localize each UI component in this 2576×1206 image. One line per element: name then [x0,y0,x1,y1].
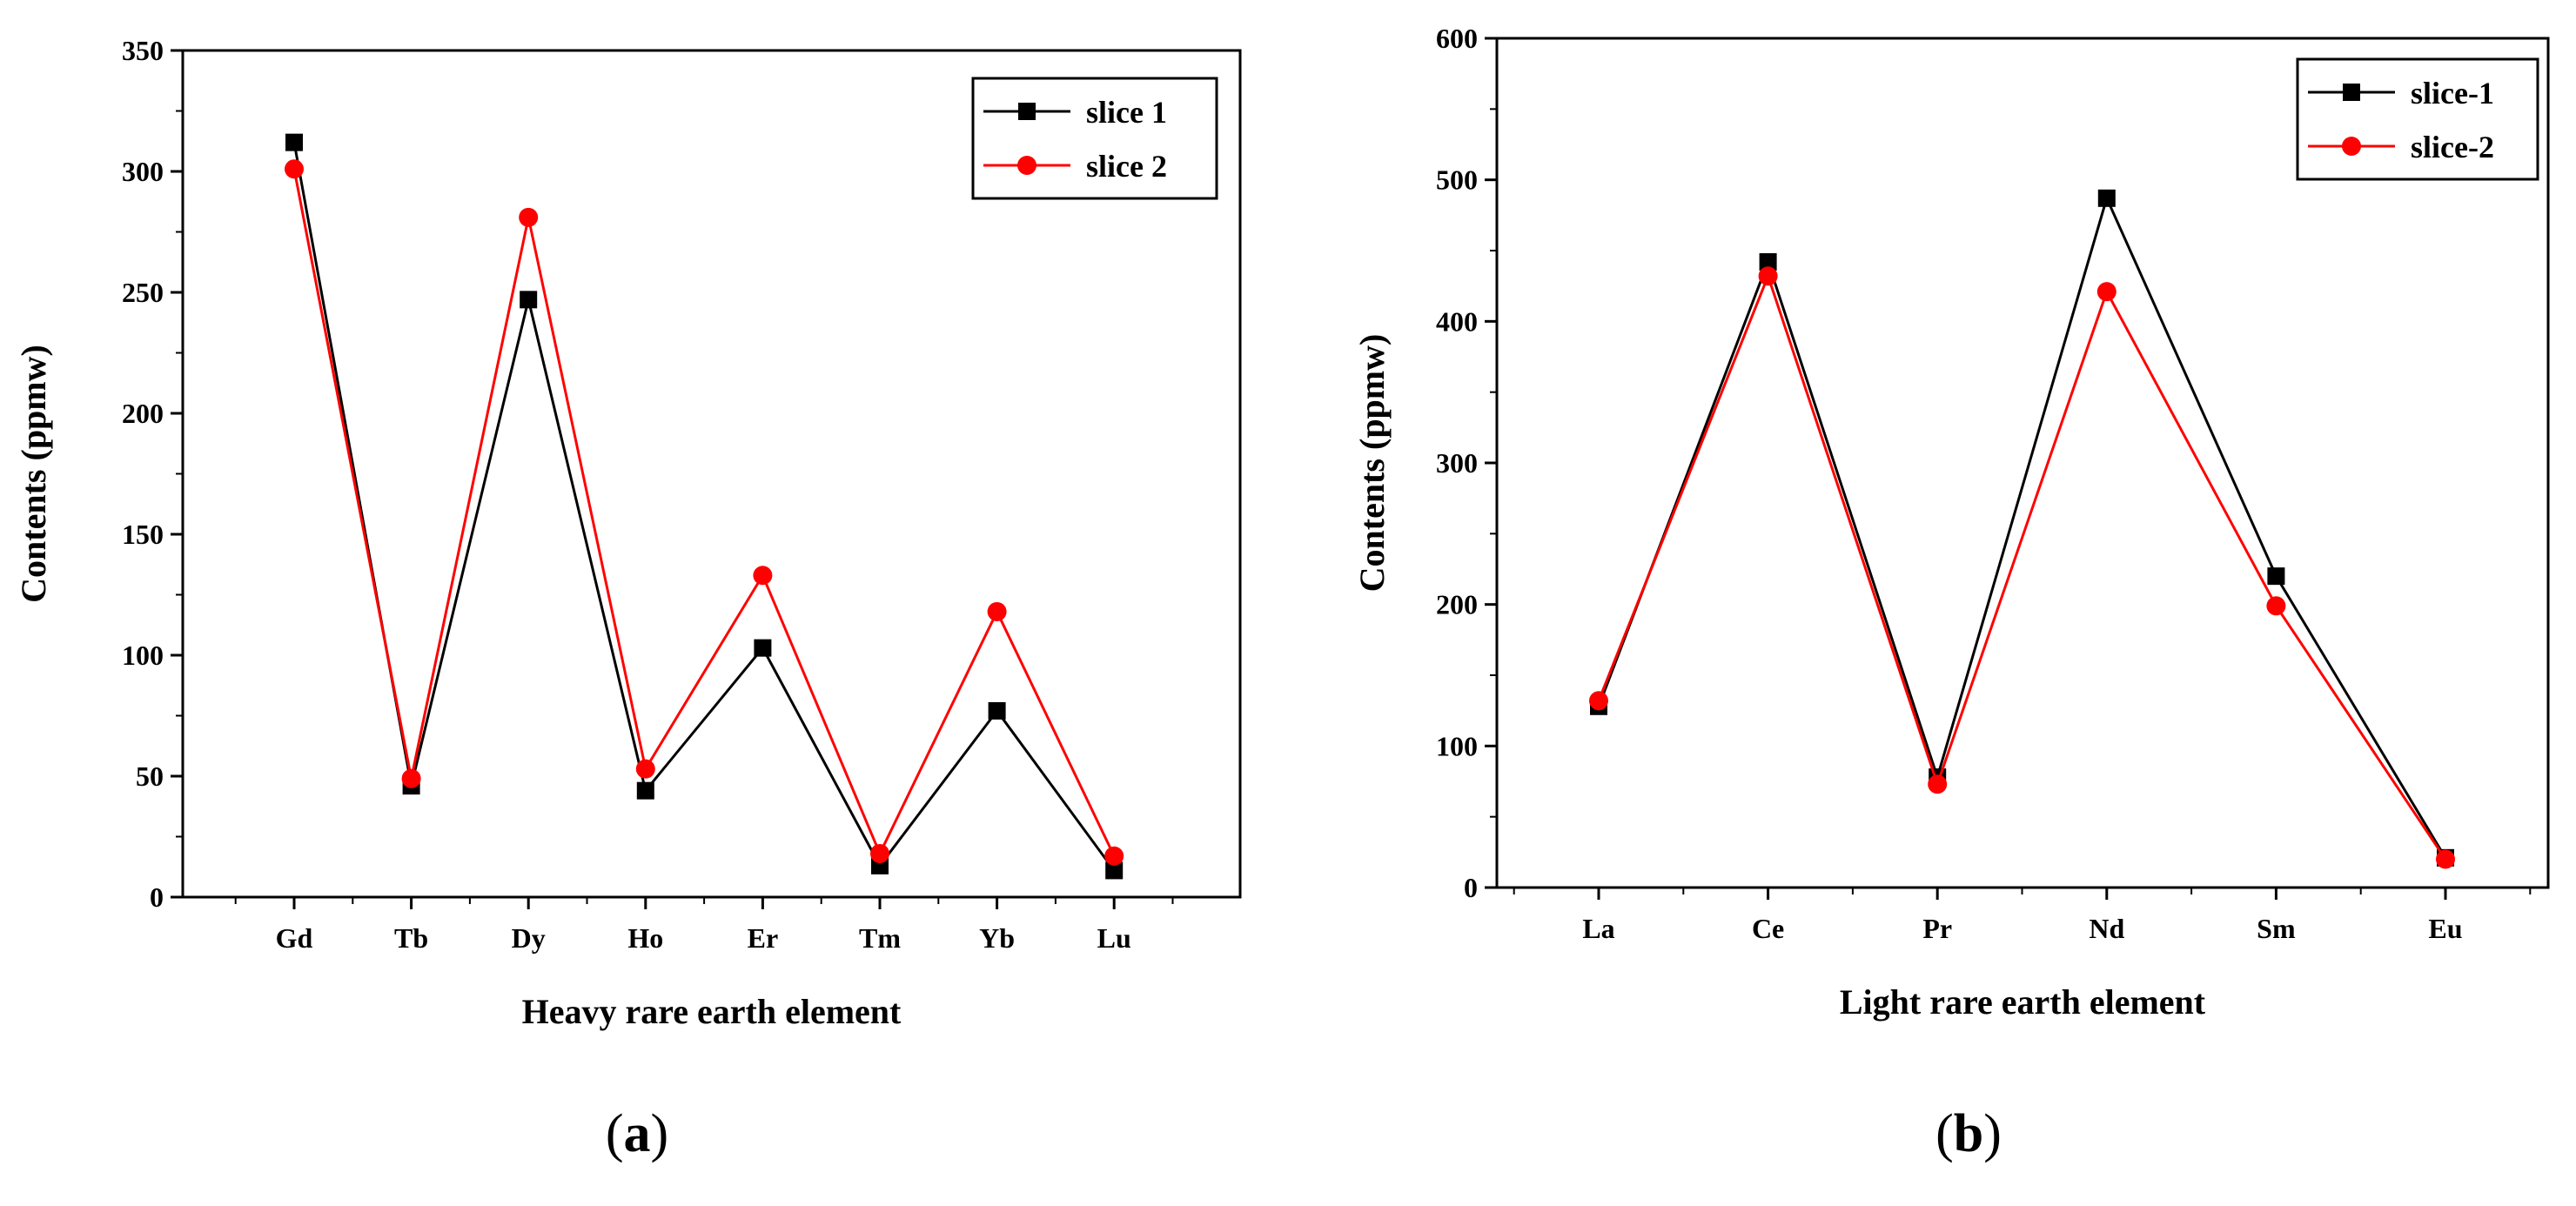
y-tick-label: 300 [1436,447,1478,479]
panel-caption: (b) [1935,1104,2002,1163]
data-point-circle [285,159,304,179]
x-tick-label: La [1582,913,1614,944]
y-tick-label: 500 [1436,164,1478,196]
series-line [1597,194,2447,859]
y-tick-label: 350 [122,35,164,66]
y-axis-title: Contents (ppmw) [14,345,53,603]
data-point-square [2267,567,2285,586]
series-slice-2 [1589,266,2455,869]
data-point-circle [1928,774,1948,794]
data-point-circle [401,768,421,788]
x-tick-label: Eu [2428,913,2462,944]
series-slice-1 [1590,189,2454,867]
y-tick-label: 200 [122,398,164,429]
legend-label: slice-2 [2411,130,2494,164]
chart-panel-a: 0 50 100 150 200 250 300 350 Gd Tb Dy Ho Er Tm Yb Lu Hea… [14,35,1242,1163]
x-tick-label: Ce [1752,913,1784,944]
y-tick-label: 300 [122,156,164,187]
x-tick-label: Lu [1097,922,1131,954]
y-tick-label: 100 [1436,730,1478,761]
series-slice-2 [285,159,1124,866]
x-tick-label: Tb [394,922,428,954]
caption-letter: a [624,1104,651,1163]
x-tick-label: Er [748,922,779,954]
data-point-square [754,639,772,657]
chart-panel-b: 0 100 200 300 400 500 600 La Ce Pr Nd Sm Eu Light rar… [1352,23,2550,1163]
legend-marker-circle [2342,137,2361,156]
x-tick-label: Gd [276,922,313,954]
data-point-square [636,781,654,800]
y-tick-label: 0 [1464,872,1478,903]
y-tick-label: 600 [1436,23,1478,54]
caption-letter: b [1954,1104,1983,1163]
legend-marker-square [1018,103,1036,120]
data-point-circle [519,207,539,227]
x-tick-label: Sm [2257,913,2296,944]
data-point-circle [870,843,889,863]
data-point-circle [1104,846,1124,866]
series-line [292,142,1116,872]
y-tick-label: 100 [122,640,164,671]
data-point-circle [2436,849,2455,869]
legend-marker-square [2343,84,2360,101]
data-point-square [285,133,303,151]
x-tick-label: Yb [979,922,1015,954]
y-tick-label: 400 [1436,305,1478,337]
caption-open-paren: ( [606,1104,624,1163]
legend-box [971,77,1218,200]
y-tick-label: 50 [136,760,164,792]
legend: slice 1 slice 2 [971,77,1218,200]
legend-box [2296,57,2539,181]
x-axis-title: Light rare earth element [1840,982,2206,1022]
x-tick-label: Pr [1922,913,1952,944]
panel-caption: (a) [606,1104,668,1163]
data-point-square [1105,861,1124,880]
y-tick-label: 200 [1436,589,1478,620]
data-point-circle [2096,282,2116,302]
caption-close-paren: ) [1983,1104,2002,1163]
caption-close-paren: ) [651,1104,669,1163]
legend-label: slice-1 [2411,76,2494,111]
data-point-square [988,701,1006,720]
data-point-square [1759,253,1777,271]
x-tick-label: Dy [512,922,546,954]
data-point-square [520,291,538,309]
data-point-circle [987,601,1007,621]
y-tick-label: 150 [122,519,164,550]
data-point-circle [635,759,655,779]
data-point-square [2097,189,2116,207]
x-tick-label: Tm [859,922,901,954]
legend-label: slice 1 [1086,95,1167,130]
x-axis-title: Heavy rare earth element [522,992,902,1031]
legend-label: slice 2 [1086,149,1167,184]
legend-marker-circle [1017,156,1036,175]
x-tick-label: Nd [2089,913,2124,944]
series-line [292,168,1116,857]
data-point-circle [2266,596,2286,616]
caption-open-paren: ( [1935,1104,1954,1163]
series-line [1597,271,2447,861]
series-slice-1 [285,133,1124,880]
y-tick-label: 0 [150,881,164,913]
data-point-circle [753,566,773,586]
data-point-circle [1589,691,1608,711]
y-tick-label: 250 [122,277,164,308]
legend: slice-1 slice-2 [2296,57,2539,181]
data-point-circle [1758,266,1778,286]
x-tick-label: Ho [627,922,663,954]
y-axis-title: Contents (ppmw) [1352,334,1392,593]
